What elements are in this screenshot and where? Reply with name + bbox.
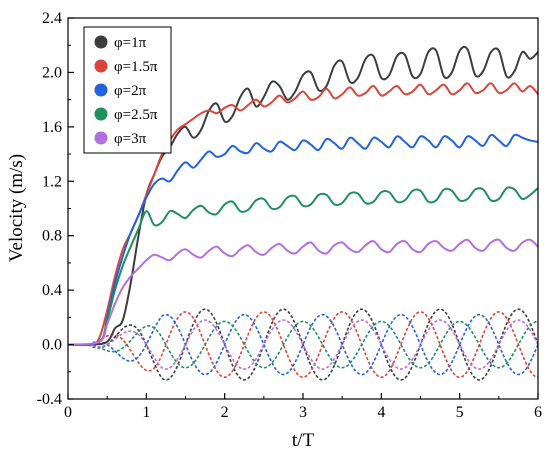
y-tick-label: 0.8 — [42, 228, 62, 245]
series-dashed-line-3 — [68, 313, 538, 376]
series-dashed-line-4 — [68, 320, 538, 369]
legend-marker — [94, 59, 108, 73]
legend-label: φ=1π — [114, 35, 147, 51]
legend: φ=1π φ=1.5π φ=2π φ=2.5π φ=3π — [83, 26, 172, 154]
y-tick-label: 2.0 — [42, 64, 62, 81]
y-tick-label: 0.0 — [42, 337, 62, 354]
y-tick-label: 1.2 — [42, 173, 62, 190]
x-tick-label: 4 — [377, 404, 385, 421]
x-tick-label: 1 — [142, 404, 150, 421]
x-tick-label: 5 — [456, 404, 464, 421]
axis-ticks: 0 1 2 3 4 5 6 -0.4 0.0 0.4 0.8 1.2 1.6 2.0 2.4 — [37, 10, 542, 421]
y-tick-label: 0.4 — [42, 282, 62, 299]
y-axis-title: Velocity (m/s) — [6, 154, 27, 262]
legend-label: φ=1.5π — [114, 59, 158, 75]
x-tick-label: 2 — [221, 404, 229, 421]
x-tick-label: 0 — [64, 404, 72, 421]
series-solid-line-5 — [68, 238, 538, 346]
legend-label: φ=2π — [114, 83, 147, 99]
legend-label: φ=2.5π — [114, 107, 158, 123]
legend-marker — [94, 83, 108, 97]
y-tick-label: 2.4 — [42, 10, 62, 27]
legend-label: φ=3π — [114, 131, 147, 147]
legend-marker — [94, 35, 108, 49]
y-tick-label: 1.6 — [42, 119, 62, 136]
x-axis-title: t/T — [292, 430, 315, 451]
series-dashed-line-2 — [68, 311, 538, 379]
series-solid-line-2 — [68, 82, 538, 347]
series-solid-line-3 — [68, 133, 538, 346]
legend-marker — [94, 131, 108, 145]
x-tick-label: 6 — [534, 404, 542, 421]
series-solid-line-4 — [68, 186, 538, 346]
x-tick-label: 3 — [299, 404, 307, 421]
legend-marker — [94, 107, 108, 121]
y-tick-label: -0.4 — [37, 391, 62, 408]
